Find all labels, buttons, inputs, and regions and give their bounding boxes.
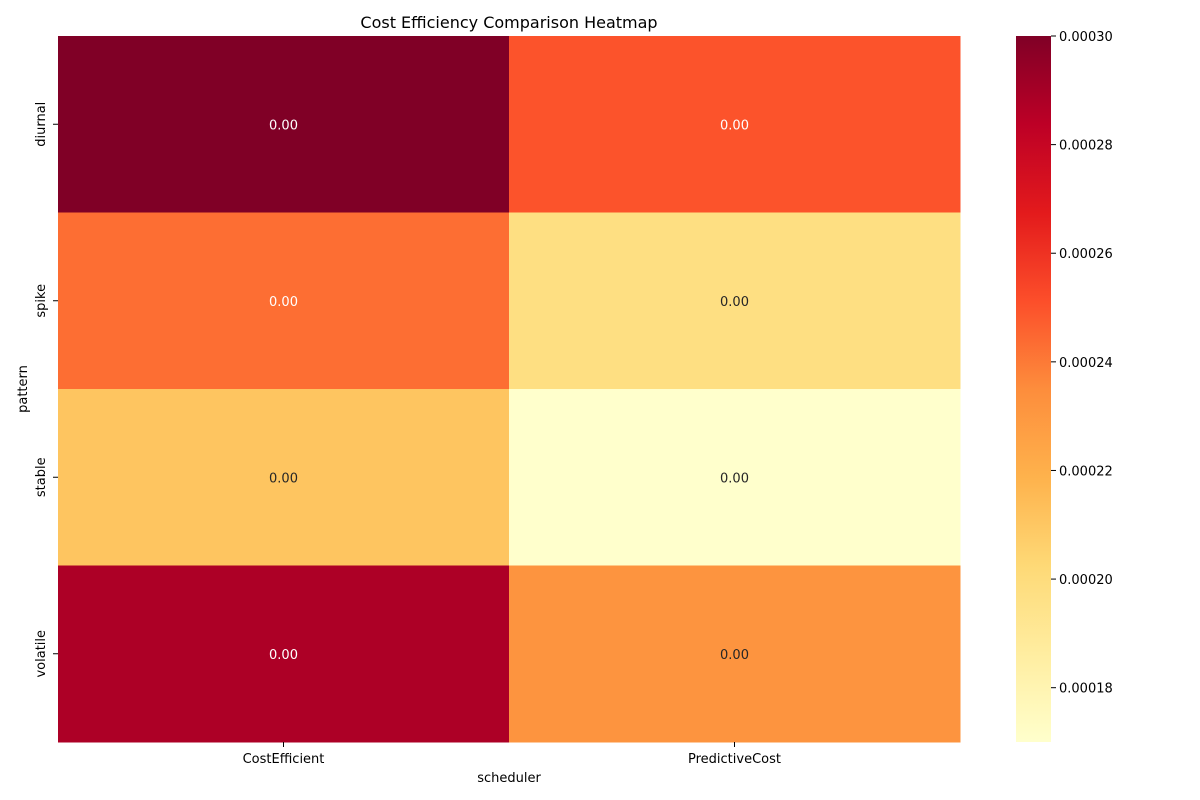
heatmap-cell <box>58 565 510 743</box>
cell-label: 0.00 <box>269 648 298 663</box>
x-tick-label: PredictiveCost <box>688 752 781 767</box>
y-axis-label: pattern <box>16 365 31 413</box>
heatmap-cell <box>58 36 510 213</box>
cell-label: 0.00 <box>720 648 749 663</box>
x-tick-label: CostEfficient <box>243 752 325 767</box>
heatmap-cell <box>509 36 961 213</box>
x-axis: CostEfficient PredictiveCost <box>243 742 781 767</box>
cell-label: 0.00 <box>269 471 298 486</box>
heatmap-cell <box>58 389 510 566</box>
y-tick-label: stable <box>34 457 49 497</box>
heatmap-cells: 0.00 0.00 0.00 0.00 0.00 0.00 0.00 0.00 <box>58 36 961 743</box>
colorbar-tick-label: 0.00020 <box>1059 573 1113 588</box>
y-tick-label: spike <box>34 284 49 318</box>
colorbar-tick-label: 0.00018 <box>1059 682 1113 697</box>
cell-label: 0.00 <box>720 295 749 310</box>
cell-label: 0.00 <box>269 118 298 133</box>
y-axis: diurnal spike stable volatile <box>34 102 58 678</box>
heatmap-cell <box>58 212 510 390</box>
colorbar-tick-label: 0.00024 <box>1059 356 1113 371</box>
colorbar-tick-label: 0.00022 <box>1059 464 1113 479</box>
chart-title: Cost Efficiency Comparison Heatmap <box>360 13 657 32</box>
heatmap-cell <box>509 389 961 566</box>
y-tick-label: diurnal <box>34 102 49 147</box>
y-tick-label: volatile <box>34 630 49 678</box>
colorbar-tick-label: 0.00030 <box>1059 30 1113 45</box>
colorbar: 0.00018 0.00020 0.00022 0.00024 0.00026 0.000… <box>1016 30 1113 742</box>
colorbar-gradient <box>1016 36 1051 742</box>
heatmap-cell <box>509 565 961 743</box>
cell-label: 0.00 <box>720 471 749 486</box>
heatmap-cell <box>509 212 961 390</box>
cell-label: 0.00 <box>269 295 298 310</box>
x-axis-label: scheduler <box>477 771 541 786</box>
colorbar-tick-label: 0.00026 <box>1059 247 1113 262</box>
cell-label: 0.00 <box>720 118 749 133</box>
colorbar-tick-label: 0.00028 <box>1059 139 1113 154</box>
